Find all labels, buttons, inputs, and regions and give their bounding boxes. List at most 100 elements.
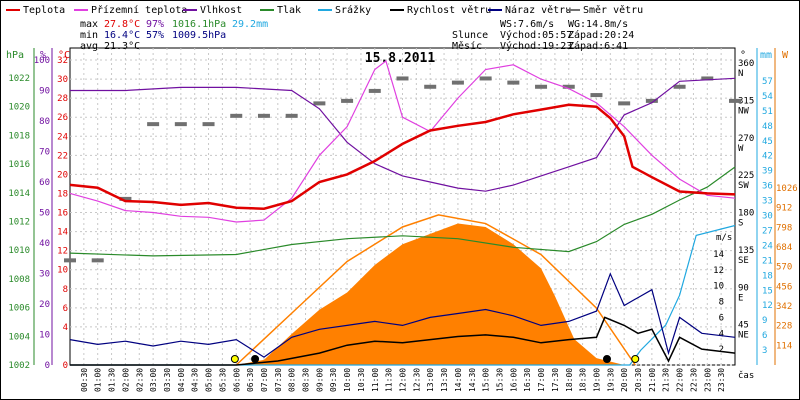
axis-tick-mm: 36 <box>762 182 773 192</box>
axis-tick-mm: 6 <box>762 331 767 341</box>
axis-tick-deg: 90 <box>738 283 749 293</box>
series-wind-direction-mark <box>507 80 520 85</box>
axis-tick-pct: 10 <box>39 331 50 341</box>
stat-label-avg: avg <box>80 41 98 52</box>
series-wind-direction-mark <box>451 80 464 85</box>
series-wind-direction-mark <box>618 101 631 106</box>
series-wind-direction-mark <box>368 88 381 93</box>
axis-tick-x: 17:30 <box>551 368 560 392</box>
axis-tick-celsius: 10 <box>57 266 68 276</box>
series-wind-direction-mark <box>479 76 492 81</box>
series-wind-direction-mark <box>91 258 104 263</box>
axis-tick-pct: 20 <box>39 300 50 310</box>
series-wind-direction-mark <box>701 76 714 81</box>
axis-tick-deg: 225 <box>738 171 754 181</box>
axis-tick-mm: 24 <box>762 241 773 251</box>
series-wind-direction-mark <box>147 122 160 127</box>
axis-tick-celsius: 22 <box>57 151 68 161</box>
axis-tick-celsius: 0 <box>63 361 68 371</box>
sunset-marker <box>631 355 640 363</box>
sun-rise: Východ:05:57 <box>500 29 572 41</box>
axis-tick-x: 06:00 <box>232 368 241 392</box>
wind-speed-info: WS:7.6m/s <box>500 19 554 30</box>
axis-tick-x: 05:00 <box>205 368 214 392</box>
series-wind-direction-mark <box>313 101 326 106</box>
axis-tick-x: 15:00 <box>482 368 491 392</box>
moon-set: Západ:6:41 <box>568 40 628 52</box>
moonrise-marker <box>602 355 611 363</box>
axis-tick-x: 11:00 <box>371 368 380 392</box>
stat-max-hum: 97% <box>146 19 164 30</box>
series-line-p-zemn-teplota <box>69 59 736 223</box>
stat-max-press: 1016.1hPa <box>172 19 226 30</box>
axis-tick-ms: 6 <box>719 313 724 323</box>
series-wind-direction-mark <box>535 84 548 89</box>
axis-tick-x: 20:00 <box>620 368 629 392</box>
axis-tick-deg: 180 <box>738 209 754 219</box>
series-wind-direction-mark <box>590 93 603 98</box>
series-wind-direction-mark <box>396 76 409 81</box>
axis-tick-mm: 30 <box>762 212 773 222</box>
series-line-n-raz-v-tru <box>69 272 736 358</box>
axis-tick-mm: 15 <box>762 286 773 296</box>
axis-tick-x: 19:30 <box>606 368 615 392</box>
axis-tick-ms: 12 <box>713 266 724 276</box>
sun-set: Západ:20:24 <box>568 29 634 41</box>
axis-tick-hpa: 1008 <box>8 275 30 285</box>
series-wind-direction-mark <box>673 84 686 89</box>
stat-min-press: 1009.5hPa <box>172 30 226 41</box>
axis-tick-x: 05:30 <box>218 368 227 392</box>
axis-tick-ms: 8 <box>719 298 724 308</box>
axis-tick-hpa: 1002 <box>8 361 30 371</box>
axis-tick-celsius: 32 <box>57 56 68 66</box>
axis-tick-mm: 57 <box>762 77 773 87</box>
axis-tick-celsius: 20 <box>57 170 68 180</box>
moon-rise: Východ:19:23 <box>500 40 572 52</box>
series-solar-fill <box>236 223 625 365</box>
axis-tick-x: 04:00 <box>177 368 186 392</box>
axis-tick-celsius: 26 <box>57 113 68 123</box>
series-line-tlak <box>69 166 736 257</box>
sun-label: Slunce <box>452 30 488 41</box>
axis-tick-w: 570 <box>776 263 792 273</box>
axis-tick-ms: 4 <box>719 329 724 339</box>
axis-tick-x: 06:30 <box>246 368 255 392</box>
axis-tick-w: 684 <box>776 243 792 253</box>
axis-tick-deg: 360 <box>738 59 754 69</box>
axis-tick-hpa: 1010 <box>8 246 30 256</box>
axis-tick-pct: 100 <box>34 56 50 66</box>
axis-tick-mm: 45 <box>762 137 773 147</box>
axis-tick-x: 16:30 <box>523 368 532 392</box>
axis-tick-mm: 3 <box>762 346 767 356</box>
axis-tick-celsius: 8 <box>63 285 68 295</box>
stat-max-rain: 29.2mm <box>232 19 268 30</box>
axis-tick-w: 114 <box>776 341 792 351</box>
axis-tick-pct: 40 <box>39 239 50 249</box>
axis-tick-x: 14:30 <box>468 368 477 392</box>
axis-label-x: čas <box>738 370 754 381</box>
axis-tick-ms: 14 <box>713 250 724 260</box>
axis-tick-hpa: 1012 <box>8 218 30 228</box>
series-wind-direction-mark <box>645 98 658 103</box>
axis-tick-x: 23:00 <box>703 368 712 392</box>
axis-tick-x: 22:30 <box>689 368 698 392</box>
axis-tick-x: 15:30 <box>495 368 504 392</box>
axis-tick-x: 04:30 <box>191 368 200 392</box>
stat-label-max: max <box>80 19 98 30</box>
axis-tick-dir: NW <box>738 106 749 116</box>
series-wind-direction-mark <box>174 122 187 127</box>
axis-tick-mm: 51 <box>762 107 773 117</box>
series-wind-direction-mark <box>285 113 298 118</box>
axis-tick-pct: 70 <box>39 148 50 158</box>
axis-tick-x: 07:00 <box>260 368 269 392</box>
axis-tick-celsius: 4 <box>63 323 68 333</box>
series-wind-direction-mark <box>562 84 575 89</box>
axis-tick-pct: 60 <box>39 178 50 188</box>
axis-tick-x: 13:00 <box>426 368 435 392</box>
axis-tick-celsius: 12 <box>57 247 68 257</box>
axis-unit-mm: mm <box>760 50 772 61</box>
axis-tick-celsius: 30 <box>57 75 68 85</box>
legend-entry: Směr větru <box>583 4 643 16</box>
axis-tick-pct: 90 <box>39 87 50 97</box>
axis-tick-x: 03:00 <box>149 368 158 392</box>
